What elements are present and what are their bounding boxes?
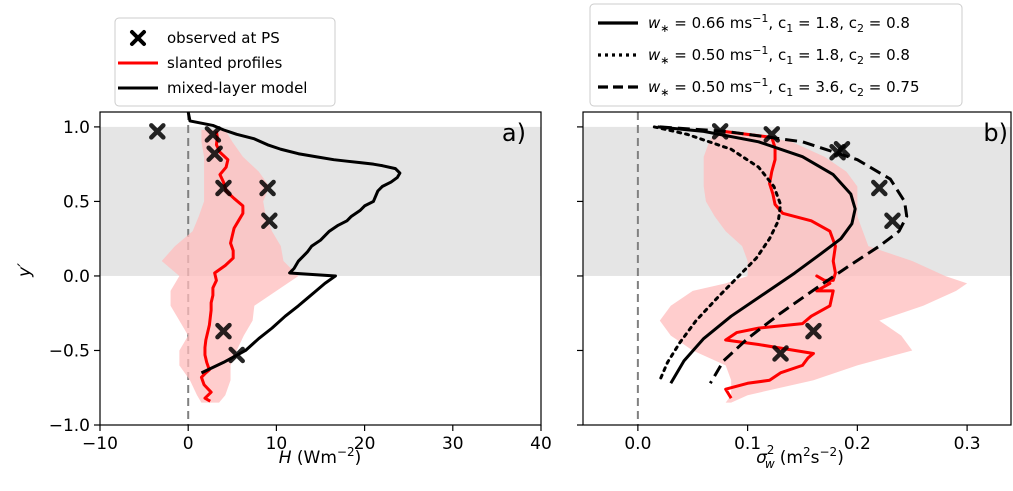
observation-marker: [833, 141, 851, 158]
observation-marker: [149, 123, 166, 140]
x-tick-label: 0.2: [844, 434, 871, 454]
tick-group: 0.0 0.1 0.2 0.3: [577, 126, 981, 454]
x-axis-label: σw2 (m2s−2): [756, 443, 844, 471]
y-tick-label: −1.0: [49, 416, 90, 436]
x-marker-icon: [130, 30, 146, 46]
observation-marker: [711, 123, 729, 140]
x-axis-var: H: [279, 448, 292, 468]
legend-label: slanted profiles: [167, 54, 282, 72]
observation-marker: [871, 179, 888, 197]
series-line: [186, 112, 402, 375]
legend-box: [589, 3, 963, 107]
tick-group: −10 0 10 20 30 40 −1.0 −0.5 0.0 0.5 1.0: [49, 118, 552, 454]
legend-entry-dashed: w∗ = 0.50 ms−1, c1 = 3.6, c2 = 0.75: [598, 76, 920, 99]
shaded-region: [100, 126, 541, 276]
observation-marker: [772, 345, 789, 362]
series-line: [659, 125, 909, 385]
observation-marker: [884, 212, 901, 230]
series-line: [652, 125, 783, 382]
panel-a: −10 0 10 20 30 40 −1.0 −0.5 0.0 0.5 1.0 a) H (Wm−2…: [15, 17, 552, 468]
x-axis-label: H (Wm−2): [279, 445, 362, 468]
y-axis-label: y′: [15, 263, 35, 278]
x-tick-label: 0.0: [624, 434, 651, 454]
observation-marker: [204, 126, 222, 143]
y-tick-label: −0.5: [49, 341, 90, 361]
observation-marker: [805, 322, 822, 340]
x-axis-mid: s: [811, 448, 820, 468]
observation-marker: [228, 346, 245, 364]
legend-entry-observed: observed at PS: [130, 29, 280, 47]
panel-b: 0.0 0.1 0.2 0.3 b) σw2 (m2s−2) w∗ = 0.66 ms…: [577, 3, 1012, 471]
legend-entry-solid: w∗ = 0.66 ms−1, c1 = 1.8, c2 = 0.8: [598, 12, 910, 35]
x-axis-var: σ: [756, 448, 768, 468]
x-tick-label: −10: [82, 434, 118, 454]
x-tick-label: 0: [183, 434, 194, 454]
panel-label: b): [983, 119, 1008, 147]
legend-a: observed at PS slanted profiles mixed-la…: [114, 17, 336, 107]
x-tick-label: 30: [442, 434, 464, 454]
x-tick-label: 0.1: [734, 434, 761, 454]
legend-entry-dotted: w∗ = 0.50 ms−1, c1 = 1.8, c2 = 0.8: [598, 44, 910, 67]
legend-label: observed at PS: [167, 29, 280, 47]
legend-label: w∗ = 0.66 ms−1, c1 = 1.8, c2 = 0.8: [648, 12, 910, 35]
legend-label: w∗ = 0.50 ms−1, c1 = 3.6, c2 = 0.75: [648, 76, 920, 99]
y-tick-label: 0.5: [63, 192, 90, 212]
x-tick-label: 10: [266, 434, 288, 454]
x-axis-unit: (m: [774, 448, 803, 468]
x-tick-label: 40: [530, 434, 552, 454]
y-tick-label: 1.0: [63, 118, 90, 138]
x-axis-exp1: 2: [803, 445, 811, 459]
legend-label: w∗ = 0.50 ms−1, c1 = 1.8, c2 = 0.8: [648, 44, 910, 67]
spread-band: [161, 129, 299, 403]
observation-marker: [763, 126, 781, 143]
series-line: [657, 125, 857, 385]
x-axis-close: ): [355, 448, 362, 468]
x-tick-label: 20: [354, 434, 376, 454]
observation-marker: [259, 179, 276, 197]
observation-marker: [206, 145, 223, 162]
x-axis-exp2: −2: [820, 445, 838, 459]
series-line: [199, 131, 245, 403]
panel-label: a): [502, 119, 526, 147]
axes-frame: [99, 111, 542, 426]
legend-label: mixed-layer model: [167, 79, 307, 97]
x-axis-close: ): [837, 448, 844, 468]
observation-marker: [215, 322, 232, 340]
legend-entry-slanted: slanted profiles: [118, 54, 282, 72]
legend-b: w∗ = 0.66 ms−1, c1 = 1.8, c2 = 0.8 w∗ = …: [589, 3, 963, 107]
x-tick-label: 0.3: [954, 434, 981, 454]
x-axis-sub: w: [765, 457, 775, 471]
x-axis-sup: 2: [767, 443, 775, 457]
axes-frame: [582, 111, 1012, 426]
observation-marker: [215, 179, 232, 197]
x-axis-exp: −2: [337, 445, 355, 459]
observation-marker: [261, 212, 278, 230]
y-tick-label: 0.0: [63, 267, 90, 287]
legend-box: [114, 17, 336, 107]
spread-band: [659, 129, 968, 403]
legend-entry-mixed: mixed-layer model: [118, 79, 307, 97]
x-axis-unit: (Wm: [292, 448, 337, 468]
